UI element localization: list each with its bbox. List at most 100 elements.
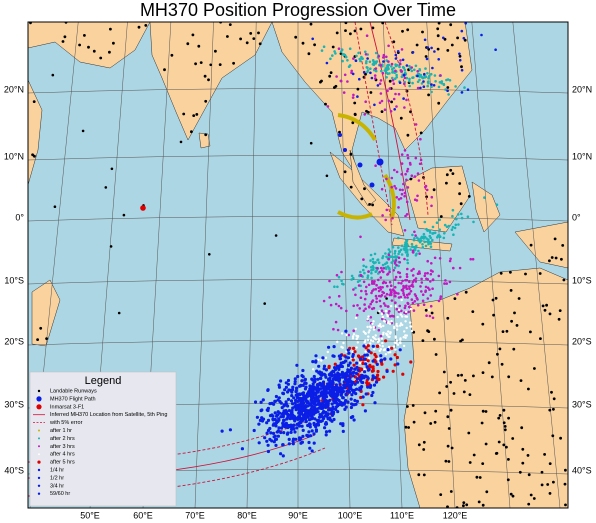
track-point [426, 259, 430, 263]
track-point [373, 376, 377, 380]
track-point [314, 354, 318, 358]
track-point [363, 303, 366, 306]
track-point [369, 259, 372, 262]
track-point [358, 57, 362, 61]
runway [456, 374, 460, 377]
track-point [356, 368, 360, 372]
track-point [346, 80, 349, 83]
runway [450, 43, 454, 47]
track-point [424, 67, 427, 70]
runway [502, 443, 506, 447]
track-point [358, 307, 362, 310]
track-point [416, 303, 420, 307]
track-point [415, 296, 419, 300]
track-point [390, 176, 394, 180]
track-point [390, 65, 393, 68]
track-point [350, 382, 354, 387]
track-point [431, 225, 435, 229]
track-point [394, 275, 398, 279]
track-point [277, 426, 281, 430]
track-point [382, 267, 386, 270]
track-point [392, 97, 396, 101]
track-point [381, 71, 385, 75]
track-point [380, 187, 384, 191]
track-point [411, 233, 414, 237]
track-point [286, 431, 290, 435]
track-point [411, 280, 415, 284]
track-point [371, 390, 375, 395]
track-point [364, 265, 368, 269]
runway [309, 141, 313, 145]
track-point [427, 238, 430, 241]
runway [499, 271, 503, 275]
track-point [333, 50, 336, 53]
track-point [291, 385, 295, 389]
track-point [375, 344, 379, 348]
track-point [393, 261, 397, 265]
track-point [298, 396, 302, 400]
track-point [364, 362, 368, 366]
runway [446, 505, 449, 508]
landmass [28, 79, 43, 186]
track-point [405, 275, 409, 279]
track-point [266, 388, 270, 392]
runway [190, 130, 193, 134]
track-point [365, 60, 368, 63]
track-point [429, 242, 433, 245]
track-point [292, 396, 296, 400]
track-point [401, 58, 405, 62]
track-point [265, 421, 269, 425]
track-point [425, 314, 428, 318]
runway [258, 42, 262, 46]
runway [550, 390, 553, 394]
track-point [403, 191, 407, 195]
track-point [347, 351, 351, 355]
track-point [410, 66, 414, 69]
runway [512, 347, 516, 351]
track-point [386, 64, 389, 67]
runway [232, 61, 236, 65]
runway [481, 503, 485, 507]
runway [421, 339, 425, 342]
track-point [430, 83, 433, 86]
track-point [456, 292, 459, 296]
track-point [310, 400, 315, 404]
track-point [304, 381, 308, 385]
track-point [377, 289, 381, 293]
track-point [454, 85, 457, 88]
runway [468, 461, 472, 464]
track-point [431, 66, 434, 70]
track-point [403, 68, 407, 72]
track-point [371, 344, 375, 348]
lat-label: 10°S [4, 275, 24, 285]
track-point [379, 323, 382, 326]
track-point [395, 291, 398, 295]
track-point [385, 177, 388, 181]
runway [163, 68, 166, 72]
track-point [345, 381, 349, 385]
track-point [318, 376, 323, 380]
track-point [394, 92, 397, 96]
track-point [452, 233, 455, 236]
track-point [382, 375, 386, 379]
track-point [434, 80, 437, 83]
meridian [512, 22, 561, 508]
track-point [348, 361, 352, 365]
track-point [391, 71, 394, 74]
runway [439, 493, 443, 496]
track-point [397, 292, 400, 295]
track-point [307, 430, 311, 434]
runway [527, 473, 531, 477]
track-point [382, 348, 386, 352]
track-point [392, 82, 396, 85]
runway [170, 53, 174, 57]
runway [109, 245, 113, 248]
runway [562, 278, 566, 282]
track-point [328, 418, 333, 422]
track-point [411, 51, 415, 54]
track-point [388, 87, 392, 90]
runway [503, 425, 507, 428]
track-point [343, 384, 347, 388]
track-point [358, 279, 362, 282]
runway [208, 253, 211, 256]
